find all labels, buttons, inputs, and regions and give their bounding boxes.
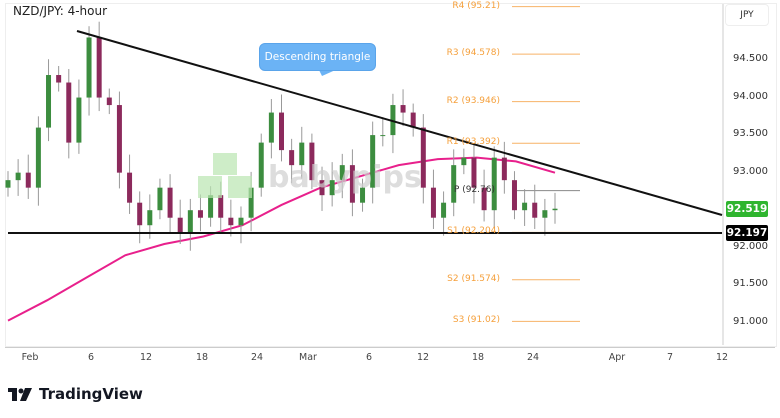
candle-body [380, 135, 386, 137]
candle-body [96, 37, 102, 98]
time-tick: 6 [87, 352, 95, 363]
candle-body [339, 165, 345, 181]
time-tick: 12 [416, 352, 430, 363]
watermark-logo-icon [213, 153, 237, 175]
candle-body [208, 195, 214, 218]
candle-body [542, 210, 548, 218]
price-tick: 93.000 [733, 165, 768, 177]
watermark: babypips [268, 160, 422, 195]
candle-body [289, 150, 295, 166]
candle-body [5, 180, 11, 188]
candle-body [420, 127, 426, 188]
pivot-label: P (92.76) [453, 184, 495, 195]
candle-body [329, 180, 335, 196]
candle-body [248, 187, 254, 218]
candle-body [430, 187, 436, 218]
candle-body [410, 112, 416, 128]
time-tick: 6 [365, 352, 373, 363]
candle-body [501, 157, 507, 181]
candle-body [66, 82, 72, 143]
candle-body [279, 112, 284, 151]
candle-body [218, 195, 224, 218]
candle-body [177, 217, 183, 233]
candle-body [258, 142, 264, 188]
pivot-label: R3 (94.578) [446, 48, 500, 59]
pivot-label: S3 (91.02) [452, 315, 500, 326]
watermark-logo-icon [228, 176, 252, 198]
price-tick: 92.000 [733, 240, 768, 252]
time-tick: 12 [715, 352, 729, 363]
time-axis[interactable]: Feb 6 12 18 24 Mar 6 12 18 24 Apr 7 12 [5, 347, 775, 370]
candle-body [238, 217, 244, 226]
candle-body [349, 165, 355, 203]
chart-title: NZD/JPY: 4-hour [13, 4, 108, 18]
time-tick: Mar [299, 352, 317, 363]
price-tick: 91.500 [733, 278, 768, 290]
pivot-label: R1 (93.392) [446, 137, 500, 148]
candle-body [471, 157, 477, 188]
candle-body [228, 217, 234, 226]
price-tick: 91.000 [733, 315, 768, 327]
candle-body [167, 187, 173, 218]
candle-body [268, 112, 274, 143]
descending-trendline [76, 30, 723, 216]
candle-body [360, 187, 366, 203]
candle-body [197, 210, 203, 218]
candle-body [35, 127, 41, 188]
currency-button[interactable]: JPY [725, 4, 769, 26]
candle-body [137, 202, 143, 226]
price-tick: 94.000 [733, 90, 768, 102]
candle-body [86, 37, 92, 98]
price-tick: 93.500 [733, 128, 768, 140]
candle-body [370, 135, 376, 188]
time-tick: 18 [195, 352, 209, 363]
chart-frame[interactable] [5, 3, 777, 347]
candle-body [461, 157, 467, 166]
support-tag: 92.197 [726, 224, 768, 241]
candle-body [481, 187, 487, 211]
candle-body [532, 202, 538, 218]
last-price-tag: 92.519 [726, 200, 768, 217]
candle-body [46, 75, 52, 128]
time-tick: Feb [21, 352, 39, 363]
candle-body [552, 208, 558, 211]
watermark-logo-icon [198, 176, 222, 198]
time-tick: 24 [526, 352, 540, 363]
candle-body [157, 187, 163, 211]
candle-body [127, 172, 133, 203]
candle-body [522, 202, 528, 211]
candle-body [15, 172, 21, 181]
pivot-label: S1 (92.204) [447, 226, 500, 237]
candle-body [319, 180, 325, 196]
candle-body [147, 210, 153, 226]
pivot-label: S2 (91.574) [447, 273, 500, 284]
candle-body [491, 157, 497, 211]
tradingview-logo[interactable]: TradingView [8, 385, 143, 403]
pivot-label: R4 (95.21) [452, 0, 500, 11]
tradingview-icon [8, 387, 32, 401]
candle-body [187, 210, 193, 233]
candle-body [309, 142, 315, 181]
time-tick: 18 [471, 352, 485, 363]
candle-body [400, 105, 406, 113]
brand-name: TradingView [39, 385, 143, 403]
price-tick: 94.500 [733, 53, 768, 64]
time-tick: Apr [608, 352, 626, 363]
time-tick: 7 [666, 352, 674, 363]
candle-body [511, 180, 517, 211]
candle-body [106, 97, 112, 106]
candle-body [76, 97, 82, 143]
candle-body [441, 202, 447, 218]
annotation-callout[interactable]: Descending triangle [259, 43, 376, 71]
candle-body [299, 142, 305, 166]
candle-body [116, 105, 122, 173]
time-tick: 24 [250, 352, 264, 363]
candle-body [451, 165, 457, 203]
time-tick: 12 [139, 352, 153, 363]
candle-body [56, 75, 62, 83]
candle-body [390, 105, 396, 136]
pivot-label: R2 (93.946) [446, 95, 500, 106]
candle-body [25, 172, 31, 188]
